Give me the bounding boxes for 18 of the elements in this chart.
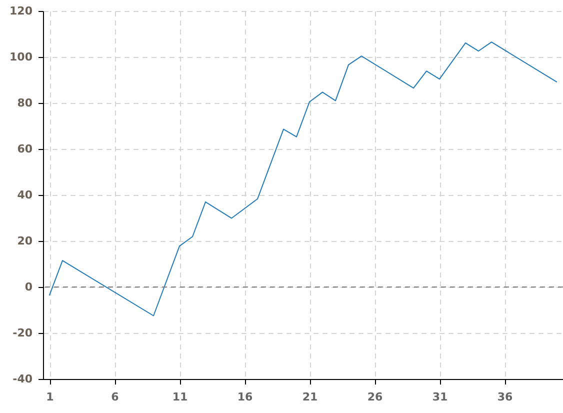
x-tick-label: 16 [237,390,253,404]
y-tick-label: -40 [12,372,33,386]
y-tick-label: 40 [17,188,33,202]
x-tick-label: 11 [172,390,188,404]
y-tick-label: -20 [12,326,33,340]
x-tick-label: 26 [367,390,383,404]
x-tick-label: 21 [302,390,318,404]
y-tick-label: 20 [17,234,33,248]
y-tick-label: 80 [17,96,33,110]
x-tick-label: 1 [46,390,54,404]
x-tick-label: 6 [111,390,120,404]
y-tick-label: 60 [17,142,33,156]
x-tick-label: 36 [497,390,513,404]
line-series [49,42,557,316]
y-tick-label: 0 [24,280,33,294]
y-tick-label: 120 [10,4,33,18]
x-tick-label: 31 [432,390,448,404]
y-tick-label: 100 [10,50,33,64]
